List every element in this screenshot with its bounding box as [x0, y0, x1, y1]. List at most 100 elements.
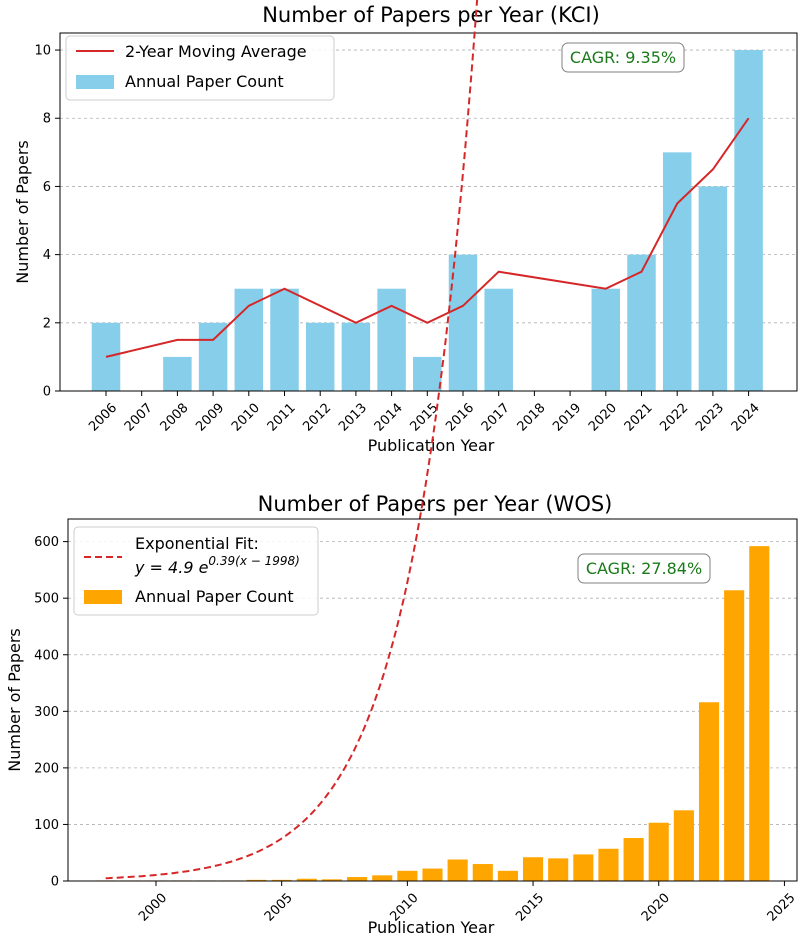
wos-bar — [497, 870, 518, 881]
kci-bar — [305, 322, 335, 391]
kci-x-tick-label: 2018 — [515, 401, 549, 435]
kci-bar — [662, 152, 692, 391]
wos-bar — [422, 868, 443, 881]
wos-cagr-box — [577, 553, 711, 584]
wos-x-tick-label: 2005 — [262, 891, 296, 925]
kci-x-tick-label: 2013 — [336, 401, 370, 435]
kci-bar — [198, 322, 228, 391]
kci-y-tick-label: 6 — [43, 180, 51, 195]
kci-chart: Number of Papers per Year (KCI) 0246810 … — [13, 3, 798, 455]
kci-y-axis-label: Number of Papers — [13, 140, 32, 284]
wos-legend-fit-label: Exponential Fit: — [135, 534, 259, 553]
kci-bar — [234, 288, 264, 391]
kci-x-tick-label: 2019 — [550, 401, 584, 435]
wos-y-tick-label: 600 — [34, 535, 59, 550]
wos-bar — [548, 858, 569, 881]
wos-bar — [397, 870, 418, 881]
wos-bar — [296, 878, 317, 881]
wos-legend-bar-label: Annual Paper Count — [135, 587, 294, 606]
wos-bar — [347, 877, 368, 881]
wos-y-tick-label: 200 — [34, 761, 59, 776]
wos-bar — [321, 879, 343, 881]
kci-x-axis: 2006 2007 2008 2009 2010 2011 2012 2013 2014 2015… — [86, 391, 763, 435]
kci-x-tick-label: 2014 — [372, 401, 406, 435]
kci-bar — [270, 288, 299, 391]
wos-bar — [749, 546, 770, 881]
kci-x-tick-label: 2024 — [729, 401, 763, 435]
kci-cagr-box — [561, 42, 685, 73]
kci-x-tick-label: 2022 — [657, 401, 691, 435]
wos-chart: Number of Papers per Year (WOS) 0 100 200 3… — [5, 0, 799, 937]
wos-equation-base: y = 4.9 e — [134, 558, 209, 577]
wos-bar — [698, 702, 720, 881]
kci-x-tick-label: 2020 — [586, 401, 620, 435]
kci-legend-bar-swatch — [76, 75, 114, 89]
wos-y-axis: 0 100 200 300 400 500 600 — [34, 535, 68, 890]
kci-bar — [413, 356, 442, 391]
kci-x-axis-label: Publication Year — [368, 436, 495, 455]
kci-cagr-annotation: CAGR: 9.35% — [561, 42, 685, 73]
wos-bar — [623, 838, 644, 881]
wos-bar — [246, 879, 267, 881]
wos-bar — [573, 854, 594, 881]
kci-x-tick-label: 2011 — [265, 401, 299, 435]
kci-y-axis: 0 2 4 6 8 10 — [34, 44, 60, 400]
kci-bar — [591, 288, 621, 391]
wos-legend-fit-equation: y = 4.9 e0.39(x − 1998) — [134, 554, 300, 577]
kci-x-tick-label: 2012 — [300, 401, 334, 435]
wos-bar — [447, 859, 468, 881]
wos-y-tick-label: 400 — [34, 648, 59, 663]
kci-x-tick-label: 2007 — [122, 401, 156, 435]
kci-y-tick-label: 0 — [43, 385, 51, 400]
wos-bar — [598, 848, 619, 881]
kci-cagr-text: CAGR: 9.35% — [570, 48, 676, 67]
kci-legend: 2-Year Moving Average Annual Paper Count — [65, 35, 335, 101]
kci-x-tick-label: 2006 — [86, 401, 120, 435]
kci-x-tick-label: 2017 — [479, 401, 513, 435]
kci-bar — [341, 322, 371, 391]
kci-bar — [627, 254, 656, 391]
wos-x-tick-label: 2025 — [765, 891, 799, 925]
wos-equation-exponent: 0.39(x − 1998) — [208, 554, 299, 568]
wos-legend: Exponential Fit: y = 4.9 e0.39(x − 1998)… — [73, 526, 319, 616]
kci-x-tick-label: 2009 — [193, 401, 227, 435]
wos-x-tick-label: 2000 — [136, 891, 170, 925]
kci-legend-line-label: 2-Year Moving Average — [125, 42, 307, 61]
kci-bar — [734, 50, 763, 392]
kci-legend-box — [65, 35, 335, 101]
wos-bars — [95, 546, 770, 882]
kci-y-tick-label: 4 — [43, 248, 51, 263]
wos-y-axis-label: Number of Papers — [5, 628, 24, 772]
kci-y-tick-label: 10 — [34, 44, 51, 59]
kci-bar — [163, 356, 192, 391]
wos-bar — [648, 822, 669, 881]
wos-bar — [724, 590, 745, 881]
kci-legend-bar-label: Annual Paper Count — [125, 72, 284, 91]
kci-y-tick-label: 2 — [43, 316, 51, 331]
wos-bar — [673, 810, 694, 881]
wos-y-tick-label: 100 — [34, 818, 59, 833]
kci-bars — [91, 50, 763, 392]
wos-plot-frame — [67, 518, 798, 882]
kci-bar — [484, 288, 513, 391]
wos-legend-bar-swatch — [84, 590, 122, 604]
wos-x-tick-label: 2015 — [513, 891, 547, 925]
kci-moving-average-line — [105, 117, 750, 358]
wos-cagr-text: CAGR: 27.84% — [586, 559, 702, 578]
wos-bar — [271, 879, 292, 881]
kci-chart-title: Number of Papers per Year (KCI) — [262, 3, 600, 27]
kci-x-tick-label: 2010 — [229, 401, 263, 435]
kci-plot-frame — [59, 32, 798, 392]
kci-x-tick-label: 2021 — [622, 401, 656, 435]
kci-y-tick-label: 8 — [43, 112, 51, 127]
kci-bar — [91, 322, 121, 391]
wos-legend-box — [73, 526, 319, 616]
wos-y-tick-label: 300 — [34, 705, 59, 720]
wos-chart-title: Number of Papers per Year (WOS) — [258, 492, 613, 516]
wos-x-axis-label: Publication Year — [368, 918, 495, 937]
kci-bar — [377, 288, 406, 391]
wos-bar — [372, 875, 393, 881]
kci-x-tick-label: 2016 — [443, 401, 477, 435]
wos-bar — [522, 857, 544, 881]
